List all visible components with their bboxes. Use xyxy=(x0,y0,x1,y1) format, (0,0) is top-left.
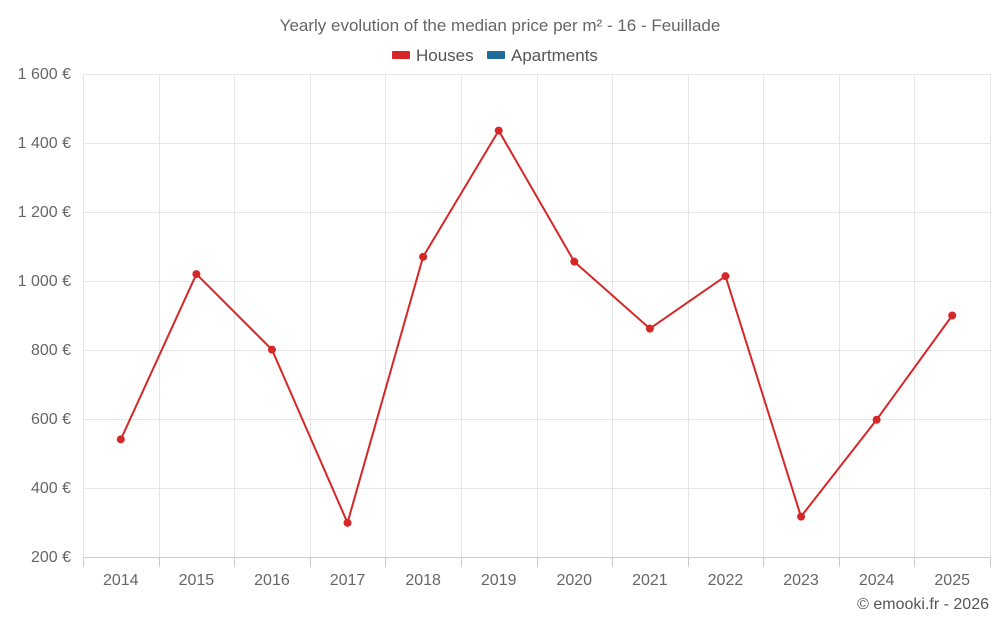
series-line-houses xyxy=(119,129,954,524)
data-point-houses[interactable] xyxy=(721,272,730,281)
legend-item-apartments[interactable]: Apartments xyxy=(487,46,598,65)
x-tick-label: 2019 xyxy=(481,572,517,589)
y-tick-label: 1 600 € xyxy=(18,66,71,83)
data-point-houses[interactable] xyxy=(419,252,428,261)
y-tick-label: 1 400 € xyxy=(18,135,71,152)
legend-swatch-houses xyxy=(392,51,410,59)
data-point-houses[interactable] xyxy=(494,126,503,135)
data-point-houses[interactable] xyxy=(267,345,276,354)
series-houses xyxy=(116,126,957,527)
legend-item-houses[interactable]: Houses xyxy=(392,46,474,65)
x-tick-label: 2022 xyxy=(708,572,744,589)
data-point-houses[interactable] xyxy=(645,324,654,333)
legend-label-apartments: Apartments xyxy=(511,46,598,65)
data-point-houses[interactable] xyxy=(948,311,957,320)
x-tick-label: 2015 xyxy=(179,572,215,589)
x-tick-label: 2024 xyxy=(859,572,895,589)
x-tick-label: 2016 xyxy=(254,572,290,589)
data-point-houses[interactable] xyxy=(872,415,881,424)
x-tick-label: 2018 xyxy=(405,572,441,589)
y-tick-label: 800 € xyxy=(31,342,71,359)
data-point-houses[interactable] xyxy=(343,518,352,527)
data-point-houses[interactable] xyxy=(797,512,806,521)
credit: © emooki.fr - 2026 xyxy=(857,596,989,613)
x-tick-label: 2017 xyxy=(330,572,366,589)
gridlines xyxy=(83,74,991,557)
x-tick-label: 2023 xyxy=(783,572,819,589)
chart-title: Yearly evolution of the median price per… xyxy=(280,16,721,35)
y-tick-label: 200 € xyxy=(31,549,71,566)
y-tick-label: 600 € xyxy=(31,411,71,428)
y-tick-label: 1 200 € xyxy=(18,204,71,221)
data-point-houses[interactable] xyxy=(570,257,579,266)
x-tick-label: 2020 xyxy=(556,572,592,589)
x-tick-label: 2014 xyxy=(103,572,139,589)
y-axis-ticks: 200 € 400 € 600 € 800 € 1 000 € 1 200 € 1 400 … xyxy=(18,66,71,566)
legend: Houses Apartments xyxy=(392,46,598,65)
x-axis-ticks: 2014 2015 2016 2017 2018 2019 2020 2021 2022 2023… xyxy=(83,557,991,589)
legend-label-houses: Houses xyxy=(416,46,474,65)
legend-swatch-apartments xyxy=(487,51,505,59)
x-tick-label: 2025 xyxy=(934,572,970,589)
y-tick-label: 400 € xyxy=(31,480,71,497)
x-tick-label: 2021 xyxy=(632,572,668,589)
data-point-houses[interactable] xyxy=(116,435,125,444)
y-tick-label: 1 000 € xyxy=(18,273,71,290)
data-point-houses[interactable] xyxy=(192,270,201,279)
